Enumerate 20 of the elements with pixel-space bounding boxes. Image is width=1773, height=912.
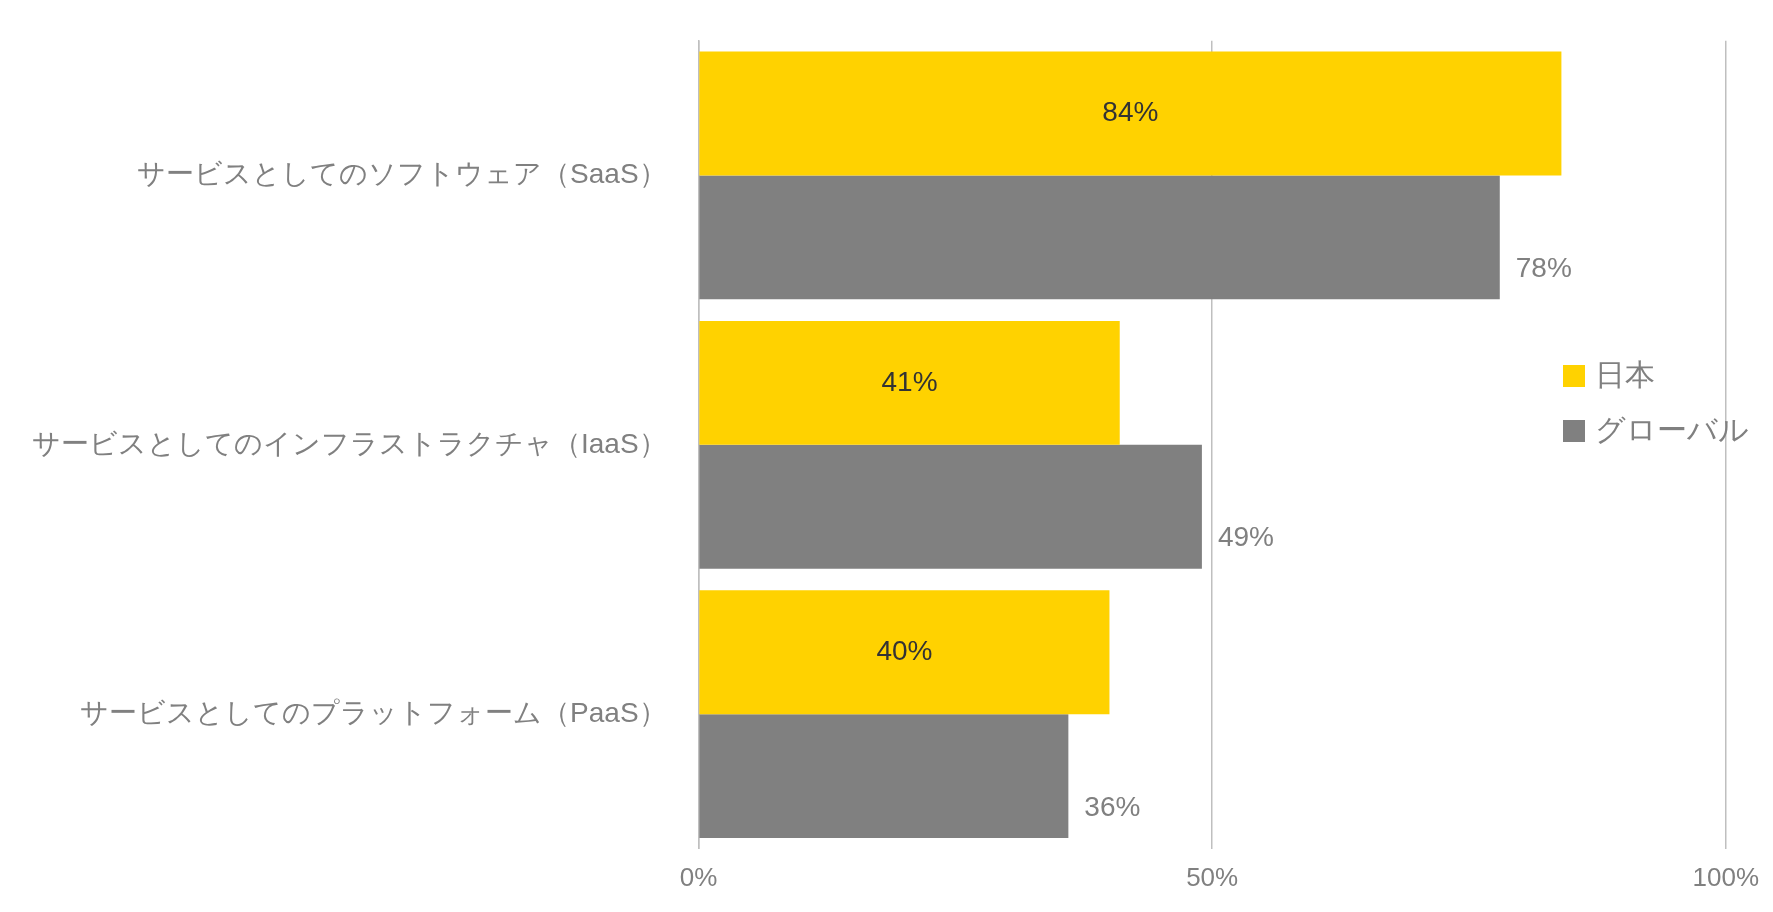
x-tick-label: 0% — [679, 861, 718, 892]
x-tick-label: 50% — [1186, 861, 1239, 892]
data-label: 49% — [1217, 521, 1274, 553]
bar — [699, 51, 1562, 176]
bar — [699, 444, 1202, 569]
y-tick-label: サービスとしてのプラットフォーム（PaaS） — [80, 696, 667, 728]
bar — [699, 590, 1110, 715]
data-label: 41% — [881, 365, 938, 397]
x-tick-label: 100% — [1692, 861, 1759, 892]
y-tick-label: サービスとしてのインフラストラクチャ（IaaS） — [31, 427, 667, 459]
y-tick-label: サービスとしてのソフトウェア（SaaS） — [137, 158, 667, 190]
bar — [699, 320, 1120, 445]
data-label: 84% — [1102, 96, 1159, 128]
bar — [699, 714, 1069, 839]
legend-label: 日本 — [1595, 357, 1655, 393]
legend-label: グローバル — [1595, 412, 1749, 448]
data-label: 40% — [876, 634, 933, 666]
data-label: 78% — [1515, 252, 1572, 284]
bar — [699, 175, 1500, 300]
data-label: 36% — [1084, 790, 1141, 822]
